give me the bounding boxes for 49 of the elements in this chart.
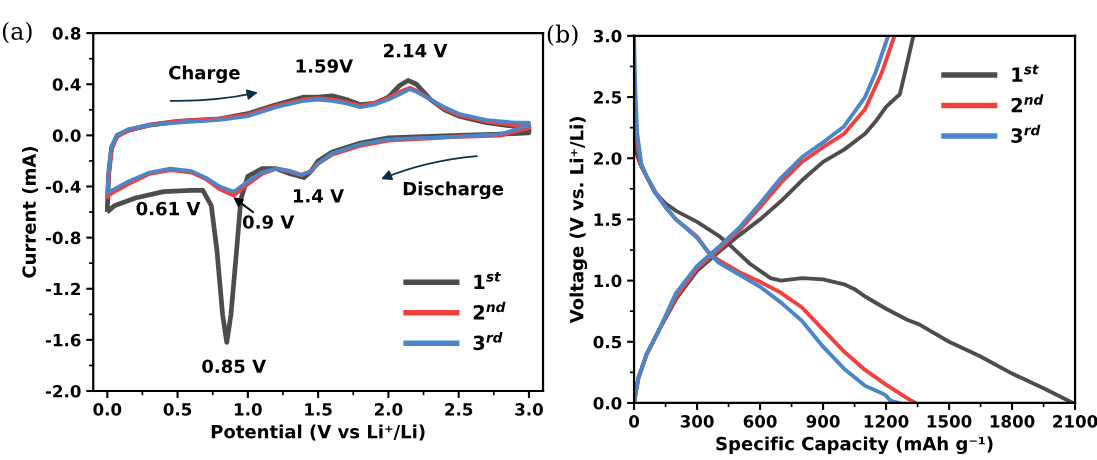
x-tick-label: 3.0 [515, 403, 543, 416]
annotation: 0.61 V [136, 201, 201, 216]
y-tick-label: -0.4 [45, 180, 81, 194]
x-tick-label: 0.0 [93, 403, 122, 416]
y-tick-label: 2.0 [594, 152, 622, 165]
annotation: 1.4 V [293, 189, 344, 203]
x-tick-label: 300 [680, 415, 714, 428]
x-tick-label: 0.5 [163, 403, 192, 416]
y-axis-title: Current (mA) [21, 147, 39, 278]
y-tick-label: 1.0 [594, 274, 622, 288]
y-tick-label: -0.8 [45, 231, 81, 245]
legend-label: 1$^{st}$ [1012, 64, 1039, 82]
y-tick-label: -1.2 [45, 282, 80, 296]
legend-label: 2$^{nd}$ [1011, 94, 1044, 113]
y-tick-label: -2.0 [45, 384, 81, 398]
annotation: 2.14 V [384, 43, 448, 58]
x-tick-label: 900 [806, 415, 840, 428]
chart-title: (b) [547, 24, 578, 47]
y-tick-label: 2.5 [594, 91, 622, 104]
x-tick-label: 1500 [927, 415, 972, 428]
x-tick-label: 1800 [990, 415, 1035, 428]
y-tick-label: -1.6 [45, 333, 81, 347]
x-tick-label: 600 [743, 415, 777, 428]
x-tick-label: 2.5 [445, 403, 473, 416]
y-tick-label: 0.0 [52, 129, 81, 142]
legend-label: 3$^{rd}$ [473, 332, 503, 351]
y-tick-label: 1.5 [594, 213, 622, 226]
x-axis-title: Potential (V vs Li⁺/Li) [211, 424, 425, 441]
annotation: Charge [169, 65, 240, 84]
x-tick-label: 1200 [864, 415, 909, 428]
y-axis-title: Voltage (V vs. Li⁺/Li) [569, 117, 588, 324]
annotation: Discharge [403, 181, 504, 200]
y-tick-label: 0.8 [52, 27, 81, 40]
x-tick-label: 1.0 [234, 403, 262, 416]
y-tick-label: 0.4 [52, 78, 81, 91]
x-tick-label: 1.5 [305, 403, 332, 416]
annotation: 0.9 V [242, 215, 295, 229]
legend-label: 1$^{st}$ [474, 271, 501, 289]
y-tick-label: 3.0 [593, 29, 622, 43]
chart-title: (a) [2, 21, 32, 44]
annotation: 1.59V [296, 59, 354, 73]
y-tick-label: 0.5 [593, 335, 622, 349]
legend-label: 3$^{rd}$ [1011, 124, 1041, 143]
x-axis-title: Specific Capacity (mAh g⁻¹) [716, 436, 993, 455]
legend-label: 2$^{nd}$ [473, 301, 506, 320]
x-tick-label: 2100 [1053, 415, 1097, 428]
x-tick-label: 0 [629, 415, 640, 428]
x-tick-label: 2.0 [374, 403, 403, 416]
annotation: 0.85 V [202, 359, 267, 374]
